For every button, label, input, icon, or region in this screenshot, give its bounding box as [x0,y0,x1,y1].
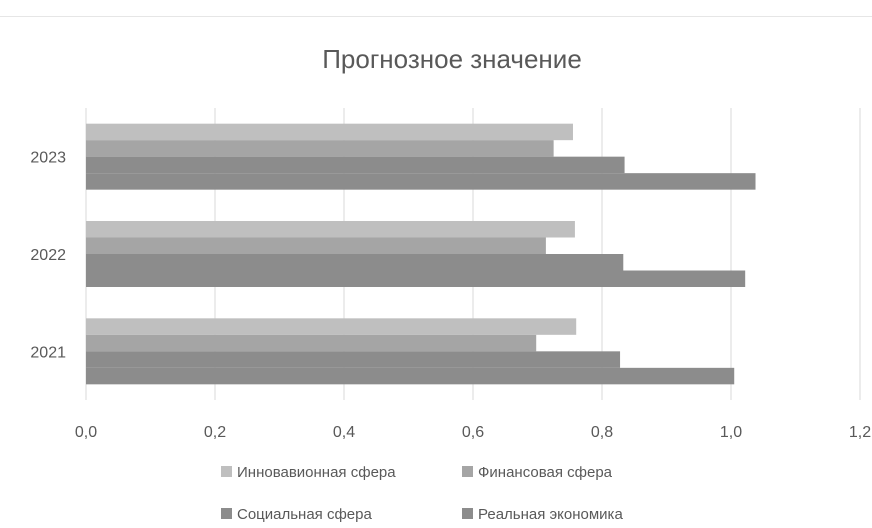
legend-label: Финансовая сфера [478,464,613,481]
legend-swatch [221,508,232,519]
x-tick-label: 0,8 [591,424,613,441]
bar [86,173,756,190]
legend: Инновавионная сфера Финансовая сфера Социа… [221,464,623,523]
bar [86,367,735,385]
y-tick-label: 2023 [30,150,66,167]
bar [86,221,575,238]
x-tick-label: 0,0 [75,424,97,441]
legend-label: Социальная сфера [237,506,372,523]
x-tick-label: 1,0 [720,424,742,441]
x-tick-label: 0,2 [204,424,226,441]
y-tick-labels: 2021 2022 2023 [30,150,66,362]
bar [86,156,625,174]
legend-swatch [462,508,473,519]
chart-title: Прогнозное значение [322,44,582,74]
legend-label: Реальная экономика [478,506,623,523]
bar [86,270,746,287]
y-tick-label: 2021 [30,344,66,361]
bar [86,334,537,352]
bar [86,123,573,141]
bar [86,351,621,368]
x-tick-label: 0,6 [462,424,484,441]
bars [86,123,756,385]
x-tick-label: 0,4 [333,424,355,441]
y-tick-label: 2022 [30,247,66,264]
legend-swatch [462,466,473,477]
x-tick-label: 1,2 [849,424,871,441]
top-divider [0,16,872,17]
legend-label: Инновавионная сфера [237,464,396,481]
legend-swatch [221,466,232,477]
x-tick-labels: 0,0 0,2 0,4 0,6 0,8 1,0 1,2 [75,424,871,441]
bar [86,254,624,271]
bar [86,318,577,335]
bar [86,237,546,254]
bar [86,140,554,157]
